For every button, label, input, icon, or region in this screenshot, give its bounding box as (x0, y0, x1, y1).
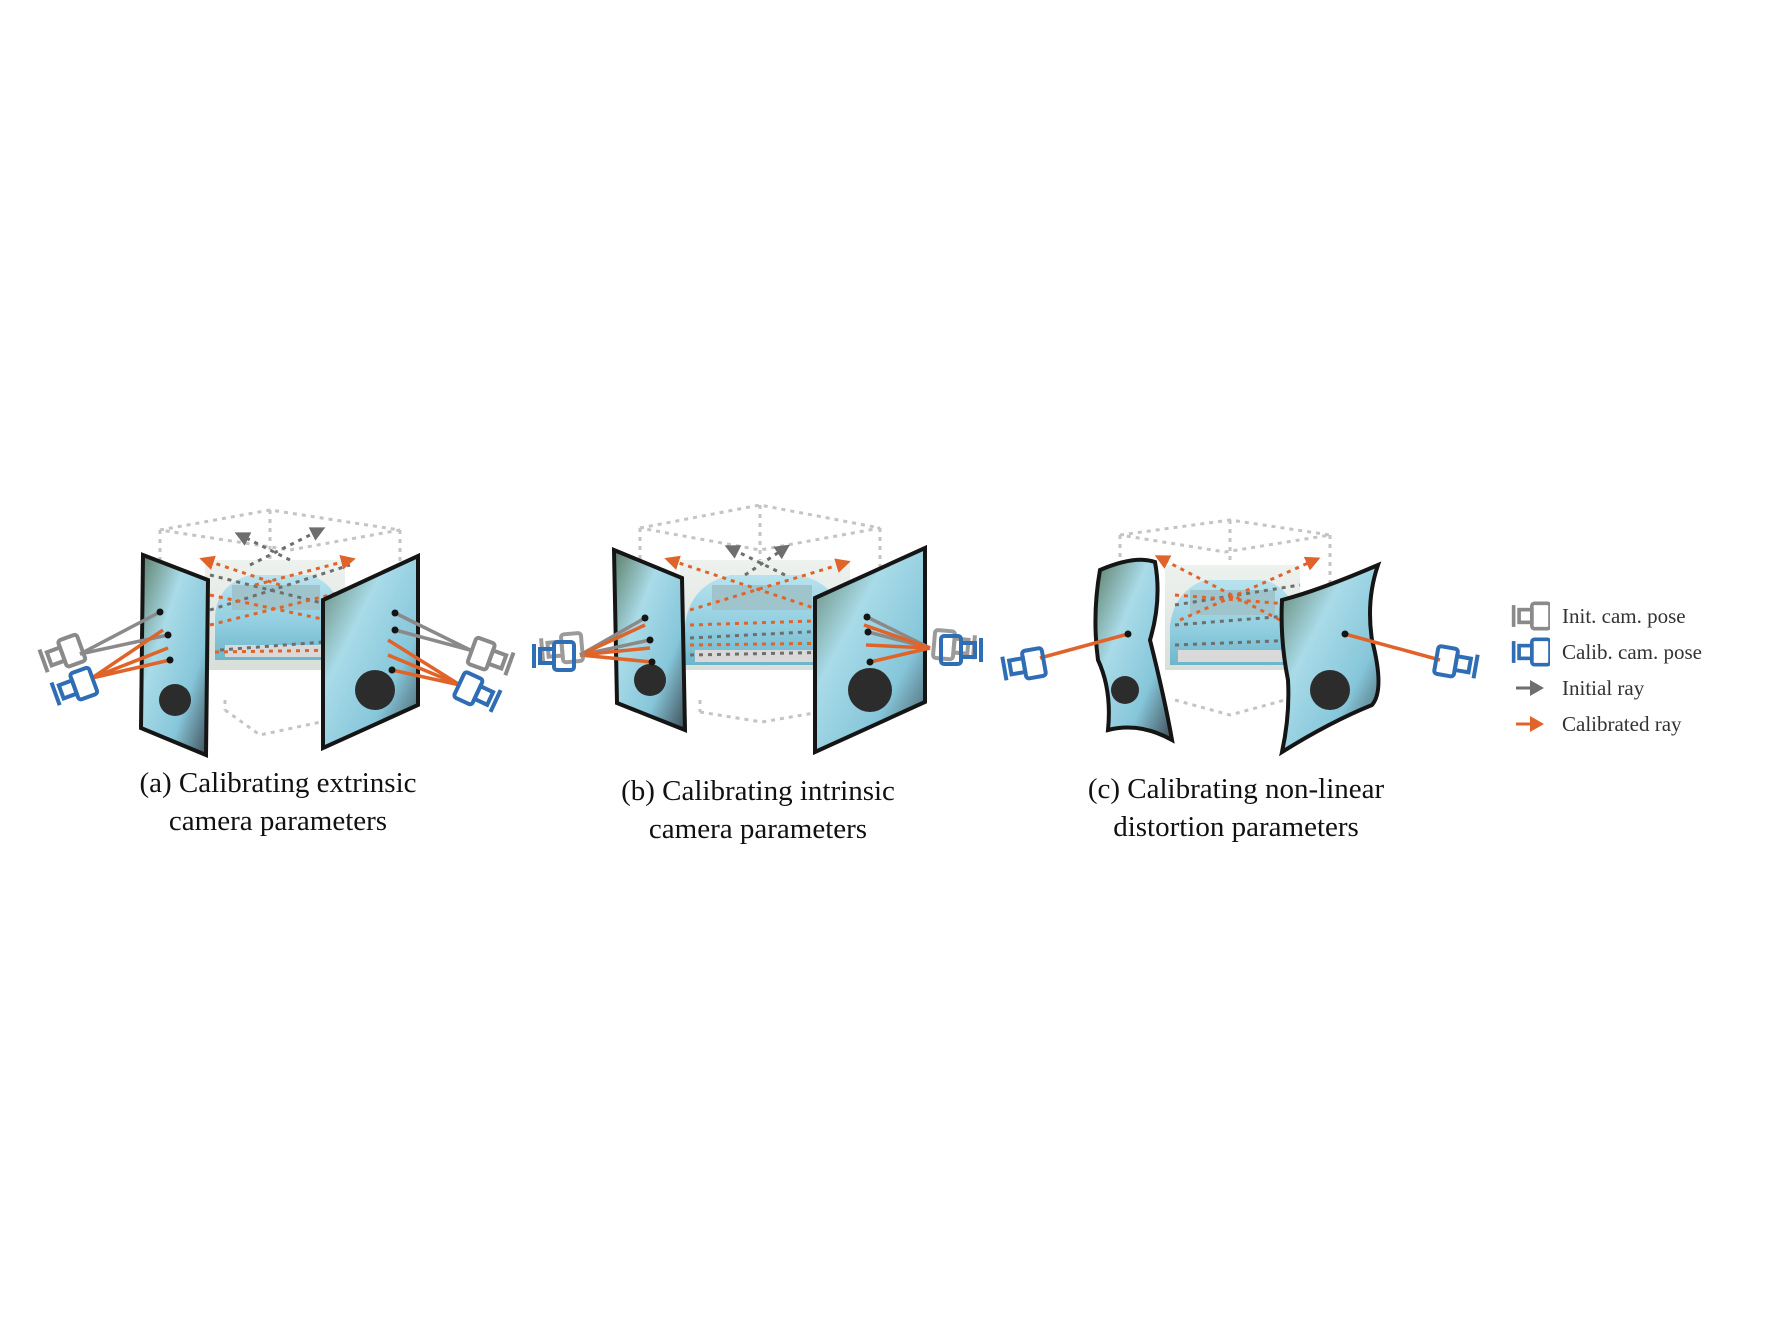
arrow-icon-orange (1516, 716, 1544, 732)
camera-rays-right (387, 611, 471, 687)
caption-panel-c: (c) Calibrating non-linear distortion pa… (1016, 770, 1456, 846)
caption-c-line2: distortion parameters (1113, 811, 1359, 843)
right-image-plane (813, 544, 927, 756)
camera-icon-init-left (36, 632, 88, 677)
legend-label: Calibrated ray (1562, 712, 1682, 736)
feature-points (1124, 630, 1349, 638)
calibrated-rays (1154, 555, 1321, 622)
caption-panel-b: (b) Calibrating intrinsic camera paramet… (538, 772, 978, 848)
legend: Init. cam. pose Calib. cam. pose Initial… (1510, 600, 1760, 744)
camera-icon-calib-left (48, 665, 100, 710)
caption-panel-a: (a) Calibrating extrinsic camera paramet… (58, 764, 498, 840)
legend-item-calib-cam-pose: Calib. cam. pose (1510, 636, 1760, 672)
panel-b (532, 503, 983, 756)
arrow-icon-gray (1516, 680, 1544, 696)
panel-a (36, 508, 517, 758)
legend-label: Init. cam. pose (1562, 604, 1686, 628)
caption-c-line1: (c) Calibrating non-linear (1087, 773, 1385, 805)
legend-item-initial-ray: Initial ray (1510, 672, 1760, 708)
initial-rays (1174, 583, 1301, 647)
caption-a-line2: camera parameters (168, 805, 388, 837)
caption-b-line1: (b) Calibrating intrinsic (621, 775, 895, 807)
legend-label: Calib. cam. pose (1562, 640, 1702, 664)
legend-item-calibrated-ray: Calibrated ray (1510, 708, 1760, 744)
feature-points (641, 613, 874, 666)
camera-icon-calib-right (1431, 643, 1481, 683)
legend-label: Initial ray (1562, 676, 1645, 700)
right-image-plane (321, 552, 420, 752)
caption-b-line2: camera parameters (648, 813, 868, 845)
right-image-plane-distorted (1279, 561, 1382, 757)
left-image-plane-distorted (1093, 557, 1175, 744)
camera-rays (1039, 632, 1441, 662)
left-image-plane (138, 552, 211, 758)
caption-a-line1: (a) Calibrating extrinsic (139, 767, 417, 799)
camera-icon-blue (1511, 637, 1550, 667)
feature-points (156, 608, 399, 674)
camera-rays-right (863, 615, 931, 664)
camera-icon-calib-right (451, 669, 504, 716)
panel-c (999, 518, 1481, 757)
camera-rays-left (79, 610, 171, 680)
camera-rays-left (579, 616, 653, 664)
camera-icon-calib-left (999, 645, 1049, 685)
legend-item-init-cam-pose: Init. cam. pose (1510, 600, 1760, 636)
camera-icon-init-right (465, 635, 517, 680)
camera-icon-gray (1511, 601, 1550, 631)
